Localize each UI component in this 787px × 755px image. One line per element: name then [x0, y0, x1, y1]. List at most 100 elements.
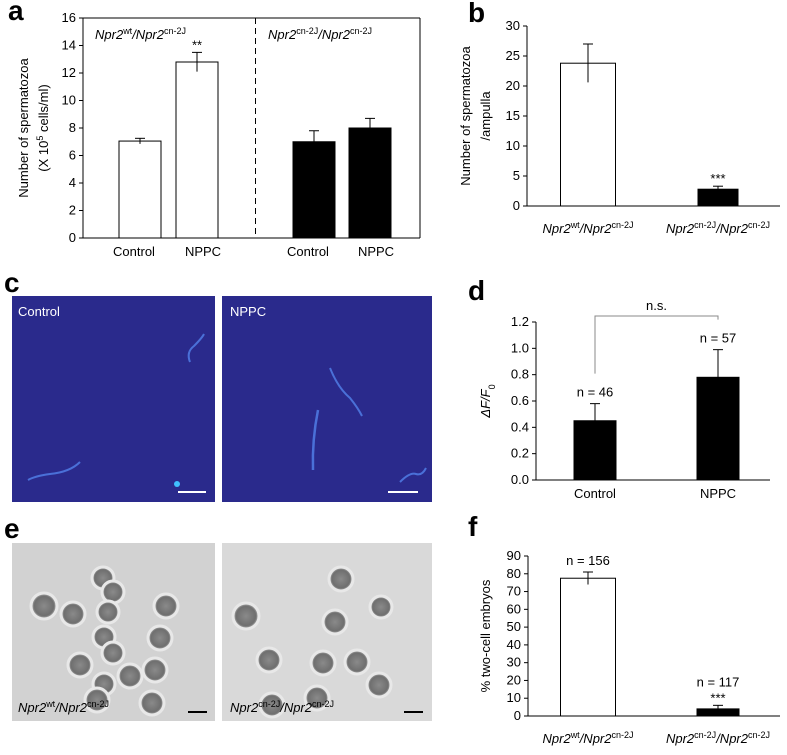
- y-tick-label: 20: [507, 672, 521, 687]
- x-tick-label: Control: [574, 486, 616, 501]
- text-part: /Npr2: [279, 700, 313, 715]
- n-label: n = 57: [700, 331, 737, 346]
- bar: [560, 577, 616, 717]
- text-part: /Npr2: [317, 27, 351, 42]
- text-part: cn-2J: [748, 730, 770, 740]
- y-tick-label: 8: [69, 120, 76, 135]
- y-axis-title: Number of spermatozoa: [458, 46, 473, 186]
- bar: [560, 62, 616, 207]
- panel-label: e: [4, 513, 20, 544]
- y-tick-label: 5: [513, 168, 520, 183]
- text-part: % two-cell embryos: [478, 579, 493, 692]
- sperm: [187, 333, 205, 363]
- y-tick-label: 4: [69, 175, 76, 190]
- y-tick-label: 6: [69, 148, 76, 163]
- group-label: Npr2cn-2J/Npr2cn-2J: [268, 26, 372, 42]
- y-tick-label: 70: [507, 584, 521, 599]
- panel-label: a: [8, 0, 24, 26]
- x-tick-label: Npr2cn-2J/Npr2cn-2J: [666, 730, 770, 746]
- significance: ***: [710, 171, 725, 186]
- y-tick-label: 1.0: [511, 340, 529, 355]
- text-part: 5: [35, 136, 45, 141]
- y-tick-label: 0.4: [511, 419, 529, 434]
- image-nppc: [222, 296, 432, 502]
- bar: [292, 141, 336, 239]
- y-tick-label: 20: [506, 78, 520, 93]
- y-tick-label: 10: [62, 93, 76, 108]
- text-part: cn-2J: [694, 730, 716, 740]
- text-part: cn-2J: [611, 220, 633, 230]
- x-tick-label: NPPC: [185, 244, 221, 259]
- sperm: [311, 409, 320, 471]
- text-part: /ampulla: [478, 91, 493, 141]
- text-part: /Npr2: [715, 221, 749, 236]
- text-part: wt: [570, 220, 580, 230]
- y-axis-title: % two-cell embryos: [478, 579, 493, 692]
- y-tick-label: 0: [69, 230, 76, 245]
- y-tick-label: 15: [506, 108, 520, 123]
- text-part: cn-2J: [748, 220, 770, 230]
- y-tick-label: 10: [506, 138, 520, 153]
- bracket-label: n.s.: [646, 298, 667, 313]
- bar: [175, 61, 219, 239]
- y-tick-label: 12: [62, 65, 76, 80]
- text-part: Number of spermatozoa: [16, 58, 31, 198]
- sperm: [399, 467, 427, 483]
- text-part: Npr2: [230, 700, 259, 715]
- image-control: [12, 296, 215, 502]
- text-part: cn-2J: [611, 730, 633, 740]
- y-tick-label: 30: [507, 655, 521, 670]
- text-part: cn-2J: [164, 26, 186, 36]
- x-tick-label: NPPC: [700, 486, 736, 501]
- text-part: wt: [570, 730, 580, 740]
- n-label: n = 156: [566, 553, 610, 568]
- text-part: Npr2: [543, 731, 572, 746]
- y-axis-title: (X 105 cells/ml): [35, 84, 51, 171]
- panel-label: f: [468, 511, 478, 542]
- x-tick-label: Control: [287, 244, 329, 259]
- text-part: /Npr2: [715, 731, 749, 746]
- image-label: Control: [18, 304, 60, 319]
- text-part: cn-2J: [296, 26, 318, 36]
- x-tick-label: NPPC: [358, 244, 394, 259]
- panel-label: c: [4, 267, 20, 298]
- text-part: /Npr2: [131, 27, 165, 42]
- x-tick-label: Npr2cn-2J/Npr2cn-2J: [666, 220, 770, 236]
- bar: [348, 127, 392, 239]
- y-tick-label: 0.8: [511, 367, 529, 382]
- n-label: n = 46: [577, 385, 614, 400]
- embryos: [29, 565, 394, 719]
- x-tick-label: Npr2wt/Npr2cn-2J: [543, 220, 634, 236]
- image-label: NPPC: [230, 304, 266, 319]
- bar: [118, 140, 162, 239]
- significance: ***: [710, 690, 725, 705]
- y-axis-title: /ampulla: [478, 91, 493, 141]
- y-tick-label: 40: [507, 637, 521, 652]
- text-part: Npr2: [666, 221, 695, 236]
- text-part: cells/ml): [36, 84, 51, 135]
- text-part: (X 10: [36, 141, 51, 172]
- text-part: Npr2: [268, 27, 297, 42]
- panel-label: d: [468, 275, 485, 306]
- bracket: [594, 315, 719, 374]
- text-part: cn-2J: [694, 220, 716, 230]
- text-part: cn-2J: [350, 26, 372, 36]
- x-tick-label: Npr2wt/Npr2cn-2J: [543, 730, 634, 746]
- n-label: n = 117: [697, 674, 740, 689]
- text-part: Npr2: [18, 700, 47, 715]
- y-tick-label: 30: [506, 18, 520, 33]
- y-axis-title: ΔF/F0: [478, 384, 497, 418]
- y-tick-label: 14: [62, 38, 76, 53]
- y-tick-label: 25: [506, 48, 520, 63]
- text-part: wt: [45, 699, 55, 709]
- y-tick-label: 10: [507, 690, 521, 705]
- group-label: Npr2wt/Npr2cn-2J: [95, 26, 186, 42]
- text-part: Npr2: [666, 731, 695, 746]
- dot: [174, 481, 180, 487]
- y-tick-label: 16: [62, 10, 76, 25]
- text-part: /Npr2: [579, 731, 613, 746]
- significance: **: [192, 37, 202, 52]
- image-label: Npr2cn-2J/Npr2cn-2J: [230, 699, 334, 715]
- text-part: cn-2J: [87, 699, 109, 709]
